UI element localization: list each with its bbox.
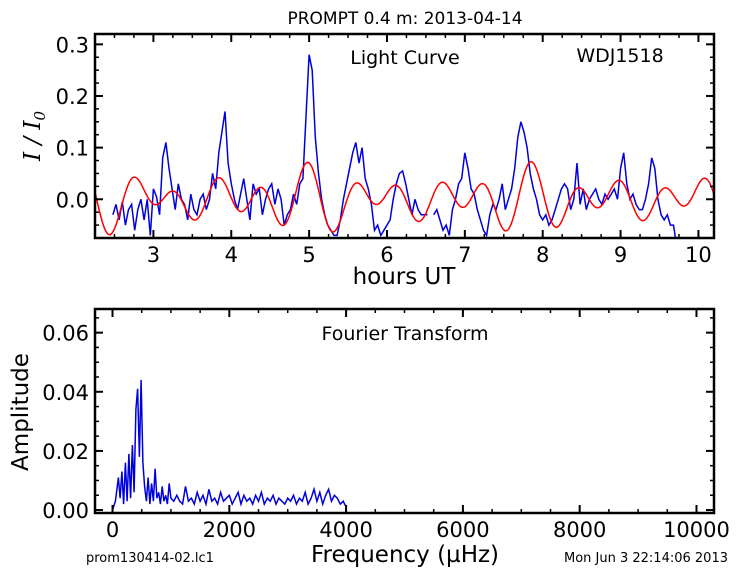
light-curve-frame <box>93 32 716 240</box>
light-curve-plot-area <box>95 54 714 238</box>
fourier-ytick-label: 0.06 <box>42 322 89 346</box>
fourier-plot-area <box>111 379 347 511</box>
fourier-ylabel: Amplitude <box>8 353 34 471</box>
light-curve-xtick-label: 3 <box>147 243 160 267</box>
fourier-title: Fourier Transform <box>321 323 488 345</box>
light-curve-series-2-line <box>95 160 714 236</box>
figure-title: PROMPT 0.4 m: 2013-04-14 <box>287 9 522 29</box>
fourier-panel: 0 2000 4000 6000 8000 10000 0.00 0.02 0.04 0.06 F… <box>8 307 730 568</box>
light-curve-xtick-label: 10 <box>685 243 712 267</box>
fourier-ytick-label: 0.00 <box>42 499 89 523</box>
fourier-series-0-line <box>111 379 347 511</box>
fourier-xtick-label: 8000 <box>553 518 606 542</box>
light-curve-ytick-label: 0.3 <box>56 33 89 57</box>
light-curve-ytick-label: 0.2 <box>56 85 89 109</box>
fourier-xtick-label: 2000 <box>203 518 256 542</box>
footer-filename: prom130414-02.lc1 <box>86 551 214 566</box>
light-curve-series-0-line <box>112 54 428 238</box>
fourier-ticks: 0 2000 4000 6000 8000 10000 0.00 0.02 0.04 0.06 <box>42 309 730 542</box>
light-curve-xtick-label: 4 <box>225 243 238 267</box>
fourier-xtick-label: 10000 <box>663 518 730 542</box>
light-curve-xtick-label: 8 <box>536 243 549 267</box>
light-curve-xlabel: hours UT <box>353 264 457 290</box>
light-curve-ylabel: I / I0 <box>20 111 49 163</box>
light-curve-xtick-label: 9 <box>614 243 627 267</box>
light-curve-ticks: 3 4 5 6 7 8 9 10 0.0 0.1 0.2 0.3 <box>56 33 714 267</box>
light-curve-xtick-label: 5 <box>302 243 315 267</box>
footer-timestamp: Mon Jun 3 22:14:06 2013 <box>564 551 728 566</box>
fourier-xtick-label: 6000 <box>436 518 489 542</box>
light-curve-panel: 3 4 5 6 7 8 9 10 0.0 0.1 0.2 0.3 Light Curve WDJ151… <box>20 32 716 290</box>
fourier-xtick-label: 4000 <box>319 518 372 542</box>
light-curve-xtick-label: 7 <box>458 243 471 267</box>
star-name-label: WDJ1518 <box>576 45 663 67</box>
fourier-ytick-label: 0.02 <box>42 440 89 464</box>
light-curve-title: Light Curve <box>350 47 460 69</box>
light-curve-ytick-label: 0.1 <box>56 137 89 161</box>
fourier-xlabel: Frequency (µHz) <box>311 542 499 568</box>
light-curve-xtick-label: 6 <box>380 243 393 267</box>
light-curve-ytick-label: 0.0 <box>56 188 89 212</box>
fourier-xtick-label: 0 <box>106 518 119 542</box>
fourier-ytick-label: 0.04 <box>42 381 89 405</box>
